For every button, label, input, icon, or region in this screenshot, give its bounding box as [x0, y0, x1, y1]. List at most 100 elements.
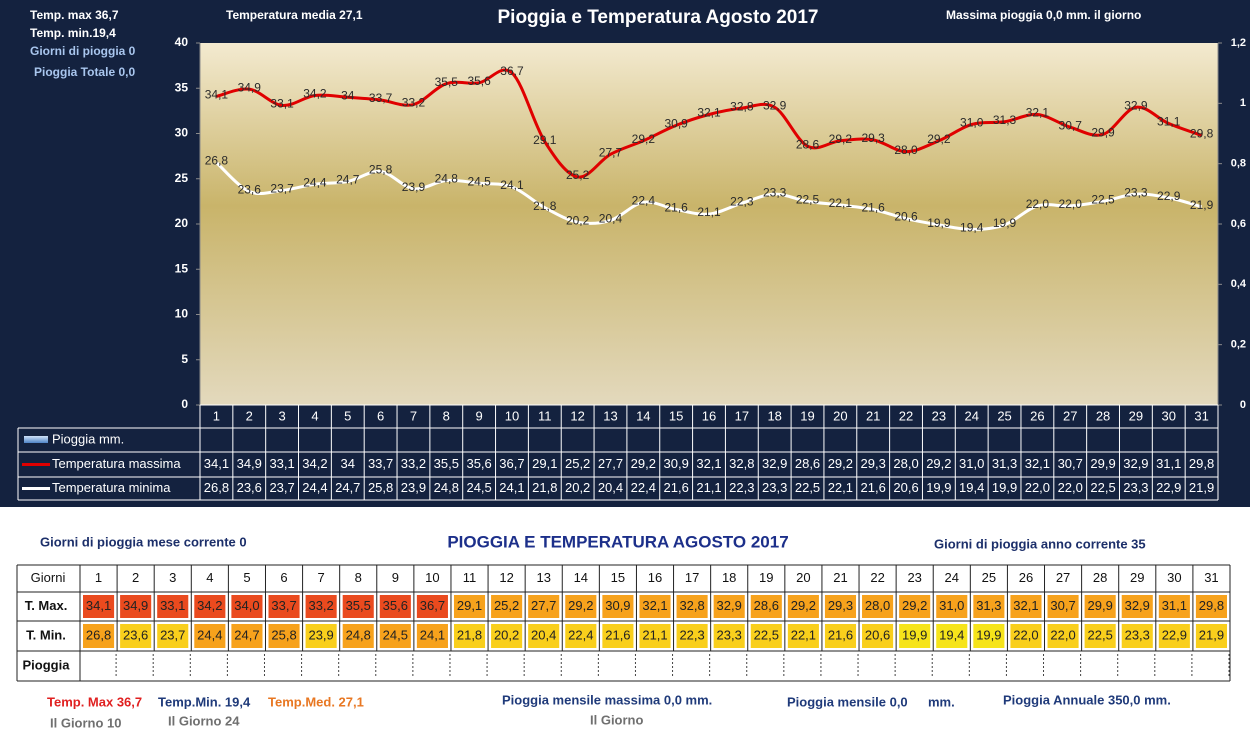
data-label: 30,9 — [664, 117, 688, 131]
data-label: 31,1 — [1157, 115, 1181, 129]
cell — [305, 624, 337, 648]
y2-tick-label: 1 — [1240, 97, 1246, 109]
annotation: Pioggia Totale 0,0 — [34, 65, 135, 79]
table-value: 33,7 — [368, 456, 393, 471]
tmax-cell: 31,1 — [1162, 598, 1187, 613]
cell — [1047, 595, 1079, 618]
tmin-cell: 24,8 — [346, 627, 371, 642]
table-value: 34,1 — [204, 456, 229, 471]
cell — [231, 595, 263, 618]
table-value: 22,5 — [795, 480, 820, 495]
tmax-cell: 33,1 — [160, 598, 185, 613]
data-label: 34,9 — [238, 80, 262, 94]
annotation: Temperatura media 27,1 — [226, 8, 363, 22]
table-value: 24,8 — [434, 480, 459, 495]
cell — [1121, 595, 1153, 618]
data-label: 25,2 — [566, 168, 590, 182]
y-tick-label: 40 — [175, 35, 189, 49]
table-value: 24,7 — [335, 480, 360, 495]
tmax-cell: 32,9 — [1125, 598, 1150, 613]
cell — [120, 624, 152, 648]
footer-text: mm. — [928, 694, 955, 709]
x-tick-label: 31 — [1194, 408, 1208, 423]
tmin-cell: 21,6 — [828, 627, 853, 642]
cell — [1158, 624, 1190, 648]
tmax-cell: 34,9 — [123, 598, 148, 613]
table-value: 22,3 — [729, 480, 754, 495]
data-label: 23,3 — [1124, 185, 1148, 199]
table-value: 19,9 — [992, 480, 1017, 495]
x-tick-label: 9 — [476, 408, 483, 423]
tmin-cell: 26,8 — [86, 627, 111, 642]
cell — [787, 624, 819, 648]
tmin-cell: 24,4 — [197, 627, 222, 642]
footer-text: Il Giorno 24 — [168, 713, 240, 728]
table-value: 20,4 — [598, 480, 623, 495]
table-value: 19,9 — [926, 480, 951, 495]
table-value: 23,3 — [762, 480, 787, 495]
table-value: 28,0 — [893, 456, 918, 471]
data-label: 32,8 — [730, 99, 754, 113]
cell — [342, 624, 374, 648]
data-label: 22,1 — [829, 196, 853, 210]
cell — [1195, 595, 1227, 618]
tmax-cell: 31,0 — [939, 598, 964, 613]
data-label: 21,6 — [664, 201, 688, 215]
tmin-cell: 21,6 — [605, 627, 630, 642]
data-label: 28,6 — [796, 137, 820, 151]
cell — [1195, 624, 1227, 648]
data-label: 33,7 — [369, 91, 393, 105]
x-tick-label: 11 — [538, 408, 552, 423]
annotation: Temp. min.19,4 — [30, 26, 116, 40]
tmin-cell: 19,9 — [902, 627, 927, 642]
tmax-cell: 32,1 — [642, 598, 667, 613]
cell — [565, 595, 597, 618]
line — [215, 161, 1202, 231]
cell — [936, 624, 968, 648]
table-value: 20,2 — [565, 480, 590, 495]
tmax-cell: 34,1 — [86, 598, 111, 613]
tmax-cell: 31,3 — [976, 598, 1001, 613]
row-header: T. Min. — [26, 627, 66, 642]
y2-tick-label: 0,6 — [1231, 218, 1246, 230]
data-label: 29,2 — [927, 132, 951, 146]
y-tick-label: 15 — [175, 261, 189, 275]
tmin-cell: 22,0 — [1050, 627, 1075, 642]
x-tick-label: 10 — [505, 408, 519, 423]
data-label: 31,3 — [993, 113, 1017, 127]
day-label: 18 — [722, 570, 736, 585]
data-label: 23,6 — [238, 183, 262, 197]
x-tick-label: 28 — [1096, 408, 1110, 423]
data-label: 32,9 — [1124, 98, 1148, 112]
cell — [824, 595, 857, 618]
data-label: 28,0 — [894, 143, 918, 157]
table-value: 34 — [341, 456, 355, 471]
x-tick-label: 27 — [1063, 408, 1077, 423]
x-tick-label: 6 — [377, 408, 384, 423]
tmin-cell: 24,1 — [420, 627, 445, 642]
cell — [565, 624, 597, 648]
tmax-cell: 28,6 — [754, 598, 779, 613]
table-value: 22,0 — [1058, 480, 1083, 495]
data-label: 20,2 — [566, 213, 590, 227]
x-tick-label: 26 — [1030, 408, 1044, 423]
x-tick-label: 21 — [866, 408, 880, 423]
x-tick-label: 24 — [964, 408, 978, 423]
table-value: 21,6 — [861, 480, 886, 495]
data-label: 29,3 — [862, 131, 886, 145]
day-label: 19 — [759, 570, 773, 585]
data-label: 26,8 — [205, 154, 229, 168]
tmax-cell: 36,7 — [420, 598, 445, 613]
table-value: 23,7 — [269, 480, 294, 495]
cell — [453, 624, 486, 648]
data-label: 29,2 — [829, 132, 853, 146]
tmax-cell: 30,9 — [605, 598, 630, 613]
data-label: 29,9 — [1091, 126, 1115, 140]
table-value: 26,8 — [204, 480, 229, 495]
cell — [416, 595, 448, 618]
tmin-cell: 22,3 — [679, 627, 704, 642]
tmax-cell: 28,0 — [865, 598, 890, 613]
tmax-cell: 34,2 — [197, 598, 222, 613]
footer-text: Pioggia mensile massima 0,0 mm. — [502, 692, 712, 707]
x-tick-label: 18 — [767, 408, 781, 423]
